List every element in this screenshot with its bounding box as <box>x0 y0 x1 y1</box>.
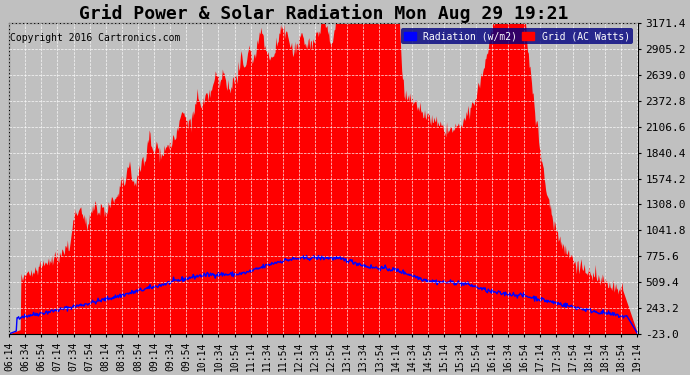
Text: Copyright 2016 Cartronics.com: Copyright 2016 Cartronics.com <box>10 33 181 43</box>
Legend: Radiation (w/m2), Grid (AC Watts): Radiation (w/m2), Grid (AC Watts) <box>401 28 633 44</box>
Title: Grid Power & Solar Radiation Mon Aug 29 19:21: Grid Power & Solar Radiation Mon Aug 29 … <box>79 4 568 23</box>
